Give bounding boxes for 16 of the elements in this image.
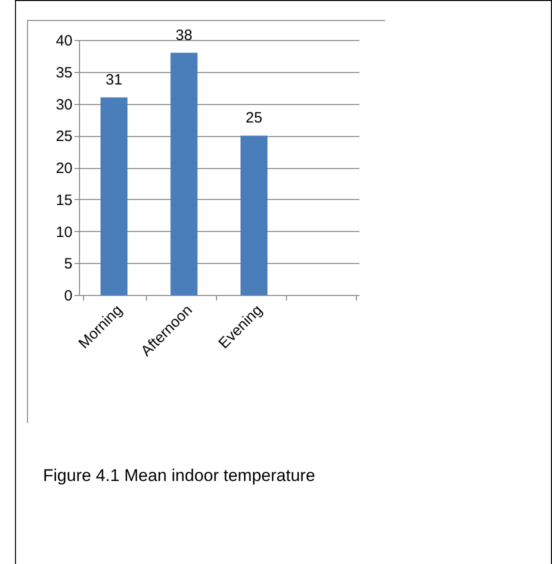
y-tick-label: 0 — [64, 288, 72, 304]
bar — [240, 136, 268, 295]
y-tick-label: 5 — [64, 256, 72, 273]
y-tick-label: 15 — [56, 192, 72, 209]
data-label: 31 — [106, 71, 122, 88]
y-tick-label: 40 — [56, 32, 72, 50]
y-tick-label: 30 — [56, 96, 72, 114]
data-label: 38 — [176, 26, 192, 44]
bar — [100, 97, 128, 295]
y-tick-label: 25 — [56, 128, 72, 146]
y-tick-label: 10 — [56, 224, 72, 241]
caption: Figure 4.1 Mean indoor temperature — [43, 466, 316, 486]
y-tick-label: 35 — [56, 64, 72, 82]
y-tick-label: 20 — [56, 160, 72, 177]
bar — [170, 52, 198, 295]
data-label: 25 — [246, 110, 262, 127]
